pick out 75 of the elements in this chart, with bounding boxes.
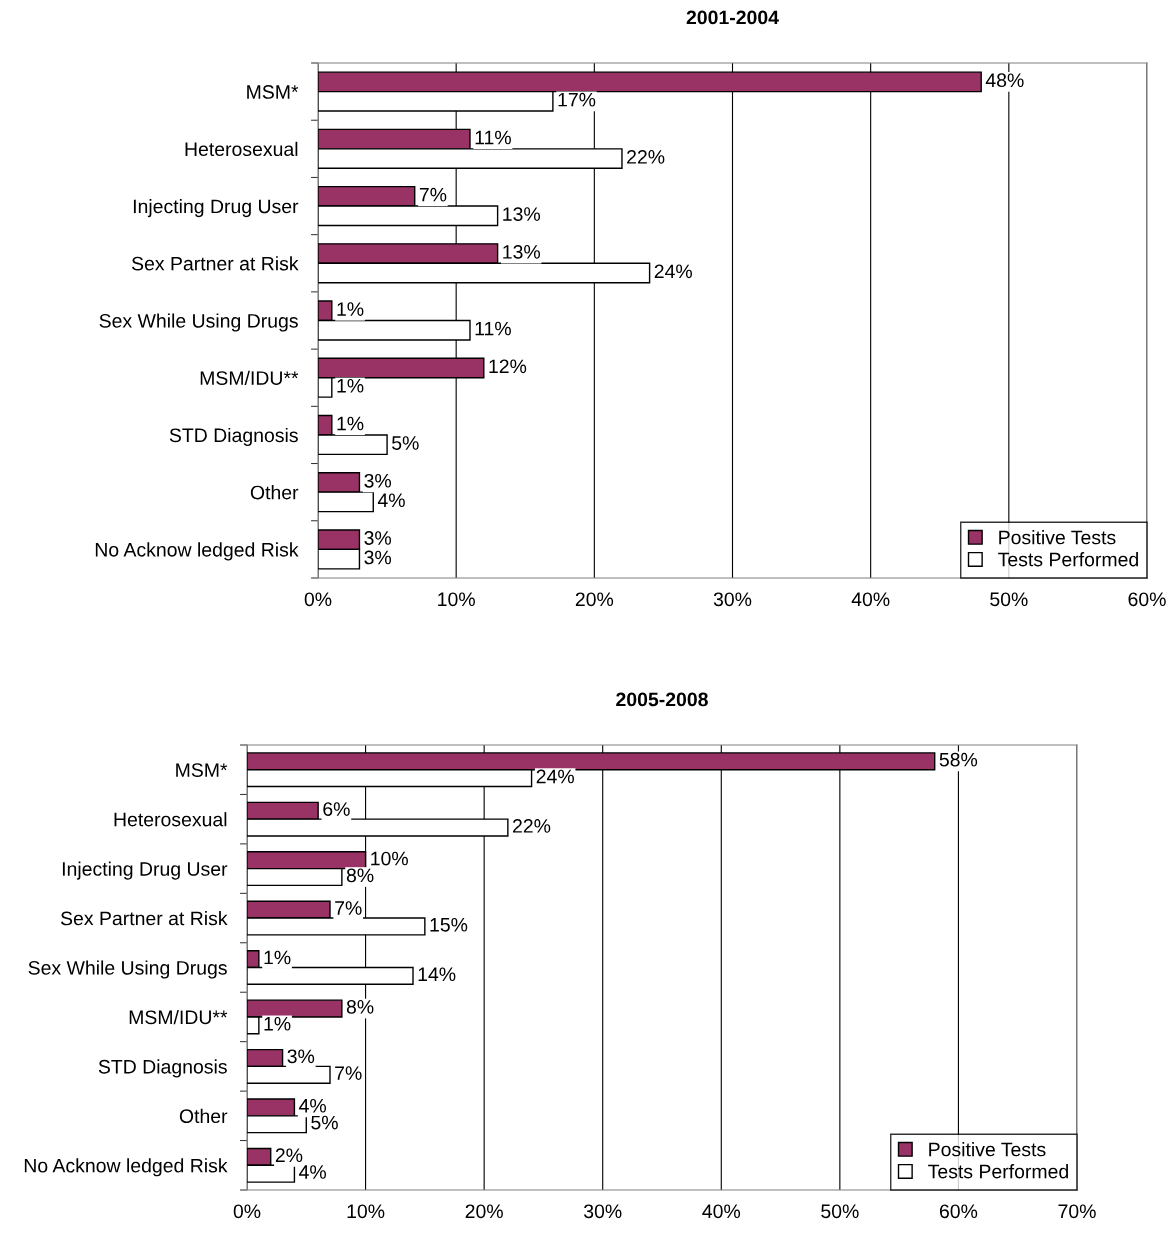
data-label: 8% [346,999,374,1014]
data-label: 1% [337,378,364,393]
legend-label: Positive Tests [929,1142,1046,1157]
data-label: 8% [346,868,374,883]
data-label: 11% [475,130,511,145]
data-label: 24% [536,769,574,784]
data-label: 3% [287,1049,315,1064]
y-tick-label: Injecting Drug User [133,199,299,218]
data-label: 5% [392,436,419,450]
x-tick-label: 30% [713,592,752,607]
x-tick-label: 50% [821,1204,859,1219]
data-label: 3% [364,531,392,545]
data-label: 58% [939,752,978,767]
data-label: 13% [503,207,541,221]
x-tick-label: 0% [304,592,332,607]
x-tick-label: 0% [233,1204,261,1219]
y-tick-label: Sex While Using Drugs [99,313,298,332]
x-tick-label: 20% [465,1204,503,1219]
data-label: 7% [335,901,362,915]
y-tick-label: No Acknow ledged Risk [24,1158,228,1177]
x-tick-label: 40% [851,592,890,607]
y-tick-label: Injecting Drug User [62,861,228,880]
x-tick-label: 10% [438,592,475,607]
data-label: 4% [299,1098,327,1113]
data-label: 22% [513,819,551,833]
data-label: 24% [654,264,692,279]
data-label: 2% [275,1148,303,1163]
y-tick-label: Sex Partner at Risk [131,256,299,271]
x-tick-label: 40% [702,1204,741,1219]
data-label: 14% [418,967,456,982]
y-tick-label: Sex While Using Drugs [28,960,227,979]
y-tick-label: STD Diagnosis [169,427,298,447]
data-label: 48% [985,73,1024,88]
legend-label: Tests Performed [998,552,1138,567]
data-label: 10% [371,851,408,866]
y-tick-label: STD Diagnosis [98,1059,227,1078]
x-tick-label: 60% [1128,592,1166,607]
y-tick-label: MSM* [247,85,299,99]
data-label: 4% [299,1165,327,1179]
data-label: 3% [364,473,392,488]
data-label: 15% [430,918,468,932]
y-tick-label: Heterosexual [114,812,227,827]
data-label: 1% [264,950,291,965]
legend-label: Positive Tests [999,530,1116,545]
data-label: 13% [503,245,541,259]
data-label: 7% [419,187,447,202]
x-tick-label: 60% [939,1204,978,1219]
y-tick-label: Heterosexual [185,141,298,157]
data-label: 12% [489,359,527,374]
x-tick-label: 20% [575,592,614,607]
data-label: 1% [337,416,364,431]
data-label: 4% [377,493,405,508]
y-tick-label: No Acknow ledged Risk [95,542,299,561]
data-label: 6% [323,802,350,816]
y-tick-label: MSM/IDU** [129,1009,228,1025]
legend-label: Tests Performed [928,1164,1068,1179]
chart-title: 2001-2004 [686,10,779,25]
data-label: 5% [311,1115,338,1130]
data-label: 1% [264,1016,291,1031]
y-tick-label: Other [250,485,299,500]
data-label: 17% [558,92,596,107]
x-tick-label: 50% [990,592,1028,607]
x-tick-label: 70% [1058,1204,1096,1219]
y-tick-label: Other [179,1108,228,1124]
chart-title: 2005-2008 [616,692,708,707]
data-label: 7% [335,1066,362,1080]
y-tick-label: Sex Partner at Risk [60,911,228,926]
data-label: 3% [364,550,392,565]
data-label: 11% [475,321,511,336]
data-label: 22% [627,150,665,164]
x-tick-label: 30% [584,1204,622,1219]
y-tick-label: MSM/IDU** [200,370,299,385]
y-tick-label: MSM* [176,763,228,777]
data-label: 1% [337,302,364,316]
x-tick-label: 10% [347,1204,385,1219]
